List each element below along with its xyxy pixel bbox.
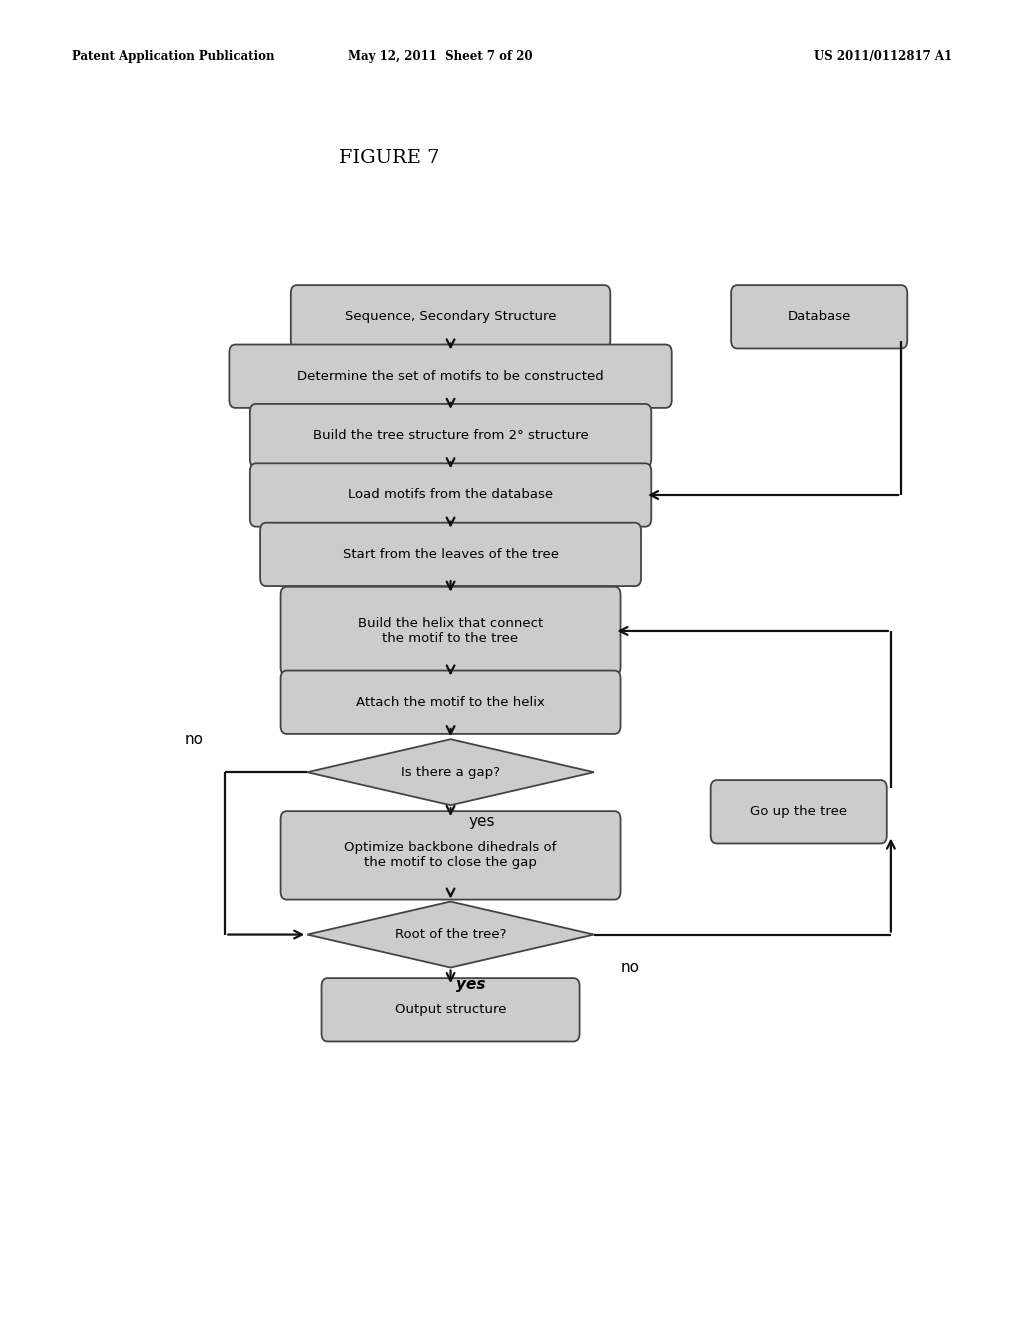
FancyBboxPatch shape	[250, 404, 651, 467]
FancyBboxPatch shape	[229, 345, 672, 408]
FancyBboxPatch shape	[250, 463, 651, 527]
Text: Output structure: Output structure	[395, 1003, 506, 1016]
Text: FIGURE 7: FIGURE 7	[339, 149, 439, 168]
Text: May 12, 2011  Sheet 7 of 20: May 12, 2011 Sheet 7 of 20	[348, 50, 532, 63]
Text: yes: yes	[456, 977, 485, 993]
Polygon shape	[307, 902, 594, 968]
Text: Build the tree structure from 2° structure: Build the tree structure from 2° structu…	[312, 429, 589, 442]
FancyBboxPatch shape	[322, 978, 580, 1041]
FancyBboxPatch shape	[731, 285, 907, 348]
Text: Is there a gap?: Is there a gap?	[401, 766, 500, 779]
FancyBboxPatch shape	[291, 285, 610, 348]
Text: yes: yes	[469, 813, 496, 829]
Text: Sequence, Secondary Structure: Sequence, Secondary Structure	[345, 310, 556, 323]
Text: Attach the motif to the helix: Attach the motif to the helix	[356, 696, 545, 709]
Text: Go up the tree: Go up the tree	[751, 805, 847, 818]
Text: Database: Database	[787, 310, 851, 323]
Text: Root of the tree?: Root of the tree?	[395, 928, 506, 941]
Text: Optimize backbone dihedrals of
the motif to close the gap: Optimize backbone dihedrals of the motif…	[344, 841, 557, 870]
Polygon shape	[307, 739, 594, 805]
Text: Load motifs from the database: Load motifs from the database	[348, 488, 553, 502]
FancyBboxPatch shape	[711, 780, 887, 843]
Text: Determine the set of motifs to be constructed: Determine the set of motifs to be constr…	[297, 370, 604, 383]
FancyBboxPatch shape	[281, 671, 621, 734]
FancyBboxPatch shape	[281, 586, 621, 676]
Text: US 2011/0112817 A1: US 2011/0112817 A1	[814, 50, 952, 63]
FancyBboxPatch shape	[260, 523, 641, 586]
Text: Patent Application Publication: Patent Application Publication	[72, 50, 274, 63]
Text: no: no	[185, 731, 204, 747]
FancyBboxPatch shape	[281, 810, 621, 900]
Text: no: no	[621, 960, 639, 975]
Text: Build the helix that connect
the motif to the tree: Build the helix that connect the motif t…	[358, 616, 543, 645]
Text: Start from the leaves of the tree: Start from the leaves of the tree	[343, 548, 558, 561]
